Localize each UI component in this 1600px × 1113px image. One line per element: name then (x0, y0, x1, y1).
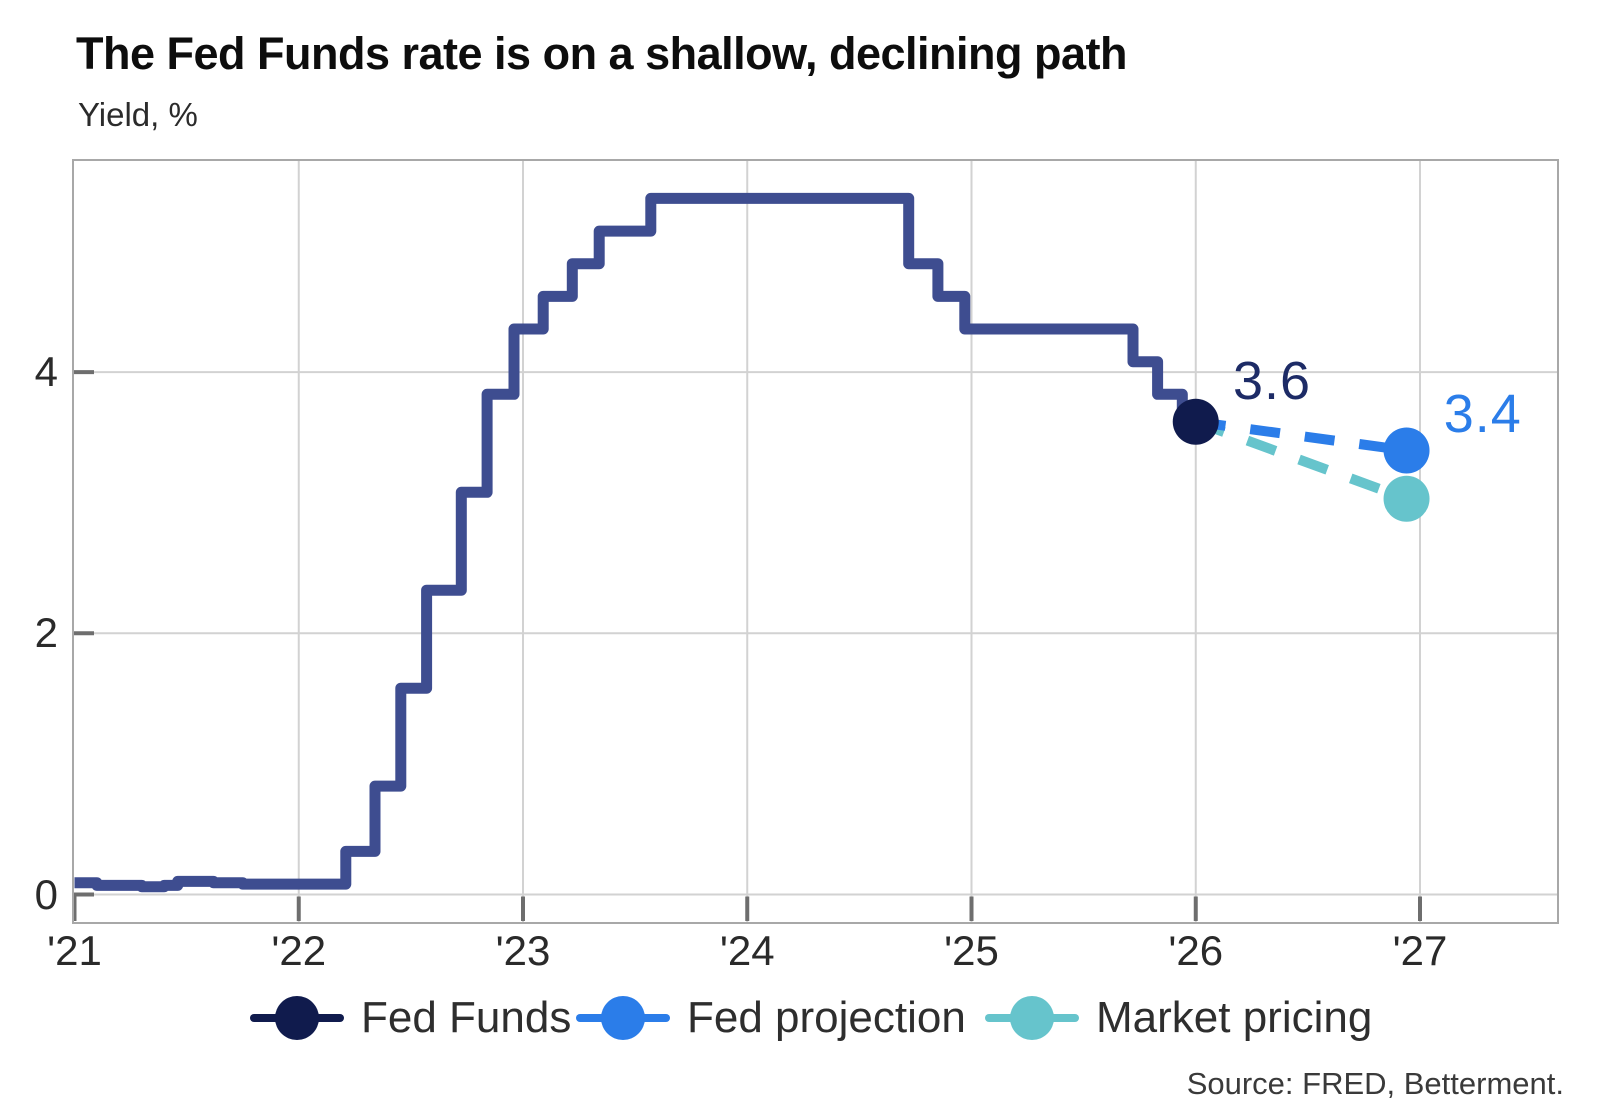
dashed-line-fed-projection (1195, 416, 1408, 456)
market-pricing-marker-icon (985, 996, 1079, 1040)
dashed-line-market-pricing (1194, 417, 1409, 504)
legend-item-market-pricing: Market pricing (985, 993, 1373, 1042)
y-tick-label-4: 4 (34, 348, 58, 396)
dot-fed-funds (1172, 398, 1219, 445)
legend-label-market-pricing: Market pricing (1096, 993, 1373, 1042)
x-tick-label-2027: '27 (1392, 927, 1448, 974)
data-label-fed-funds: 3.6 (1232, 351, 1312, 412)
y-tick-label-0: 0 (34, 870, 58, 918)
y-tick-label-2: 2 (34, 609, 58, 657)
fed-funds-step-line (74, 192, 1196, 893)
x-tick-label-2022: '22 (271, 927, 327, 974)
x-tick-label-2023: '23 (495, 927, 551, 974)
y-axis-unit-label: Yield, % (78, 96, 198, 133)
x-tick-label-2021: '21 (47, 927, 102, 974)
x-tick-label-2026: '26 (1168, 927, 1224, 974)
legend-label-fed-projection: Fed projection (687, 993, 966, 1042)
dot-market-pricing (1383, 475, 1430, 522)
fed-funds-marker-icon (250, 996, 344, 1040)
legend-label-fed-funds: Fed Funds (361, 993, 572, 1042)
legend-item-fed-funds: Fed Funds (250, 993, 572, 1042)
data-label-fed-projection: 3.4 (1443, 383, 1522, 444)
x-tick-label-2024: '24 (719, 927, 775, 974)
legend-item-fed-projection: Fed projection (576, 993, 966, 1042)
chart-title: The Fed Funds rate is on a shallow, decl… (76, 28, 1127, 79)
x-tick-label-2025: '25 (944, 927, 999, 974)
plot-border (72, 159, 1559, 924)
source-attribution: Source: FRED, Betterment. (1186, 1066, 1564, 1101)
dot-fed-projection (1383, 427, 1430, 474)
fed-projection-marker-icon (576, 996, 670, 1040)
